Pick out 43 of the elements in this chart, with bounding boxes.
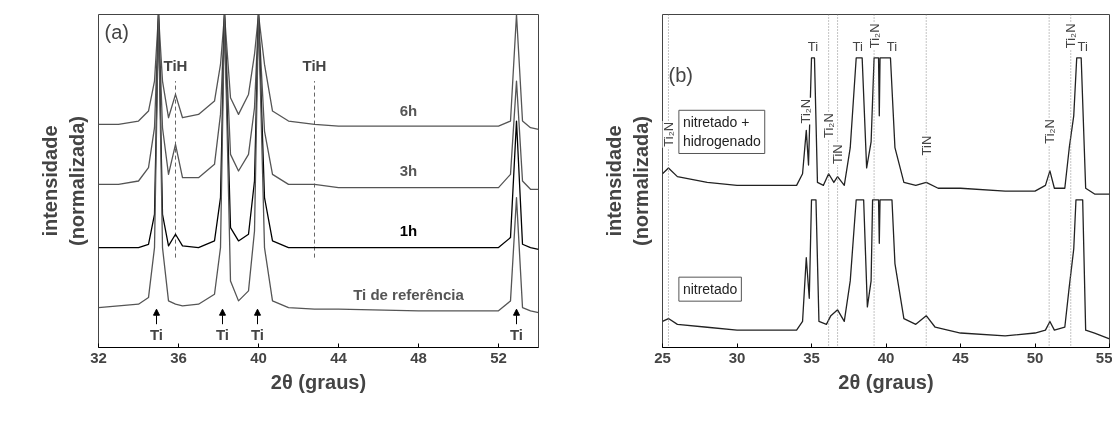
text: Ti₂N bbox=[1063, 23, 1079, 49]
series-label: 6h bbox=[399, 102, 418, 120]
series-label: 1h bbox=[399, 222, 418, 240]
annotation: TiH bbox=[163, 57, 188, 75]
series-label: Ti de referência bbox=[353, 285, 465, 303]
annotation: Ti₂N bbox=[1041, 119, 1057, 144]
x-tick-label: 36 bbox=[170, 348, 187, 366]
annotation: Ti₂N bbox=[660, 121, 676, 147]
x-tick-label: 40 bbox=[250, 348, 267, 366]
annotation: TiH bbox=[302, 57, 327, 75]
series-label: 3h bbox=[399, 162, 418, 180]
annotation: Ti bbox=[215, 325, 230, 343]
x-tick-label: 55 bbox=[1095, 348, 1112, 366]
x-axis-title: 2θ (graus) bbox=[838, 370, 934, 393]
annotation: TiN bbox=[830, 144, 846, 165]
chart-title: (a) bbox=[104, 20, 129, 43]
x-tick-label: 30 bbox=[728, 348, 746, 366]
annotation: Ti bbox=[509, 325, 524, 343]
text: Ti₂N bbox=[866, 23, 882, 49]
annotation: Ti₂N bbox=[821, 113, 837, 139]
x-tick-label: 35 bbox=[803, 348, 820, 366]
series-label: nitretado bbox=[682, 281, 738, 298]
text: Ti bbox=[1077, 39, 1088, 55]
annotation: Ti bbox=[250, 325, 265, 343]
y-axis-title: intensidade (normalizada) bbox=[39, 115, 88, 247]
y-axis-title: intensidade (normalizada) bbox=[603, 115, 652, 247]
x-tick-label: 52 bbox=[490, 348, 507, 366]
series-label: nitretado + hidrogenado bbox=[682, 114, 761, 150]
x-tick-label: 44 bbox=[330, 348, 348, 366]
chart-title: (b) bbox=[668, 63, 693, 86]
text: Ti bbox=[807, 39, 819, 55]
x-tick-label: 48 bbox=[410, 348, 427, 366]
annotation: Ti₂N bbox=[798, 98, 814, 124]
text: Ti bbox=[852, 39, 863, 55]
x-tick-label: 40 bbox=[877, 348, 895, 366]
x-tick-label: 45 bbox=[952, 348, 969, 366]
x-tick-label: 50 bbox=[1026, 348, 1044, 366]
annotation: Ti bbox=[149, 325, 164, 343]
x-axis-title: 2θ (graus) bbox=[270, 370, 367, 393]
annotation: TiN bbox=[918, 135, 934, 156]
x-tick-label: 32 bbox=[90, 348, 107, 366]
text: Ti bbox=[886, 39, 898, 55]
x-tick-label: 25 bbox=[654, 348, 671, 366]
